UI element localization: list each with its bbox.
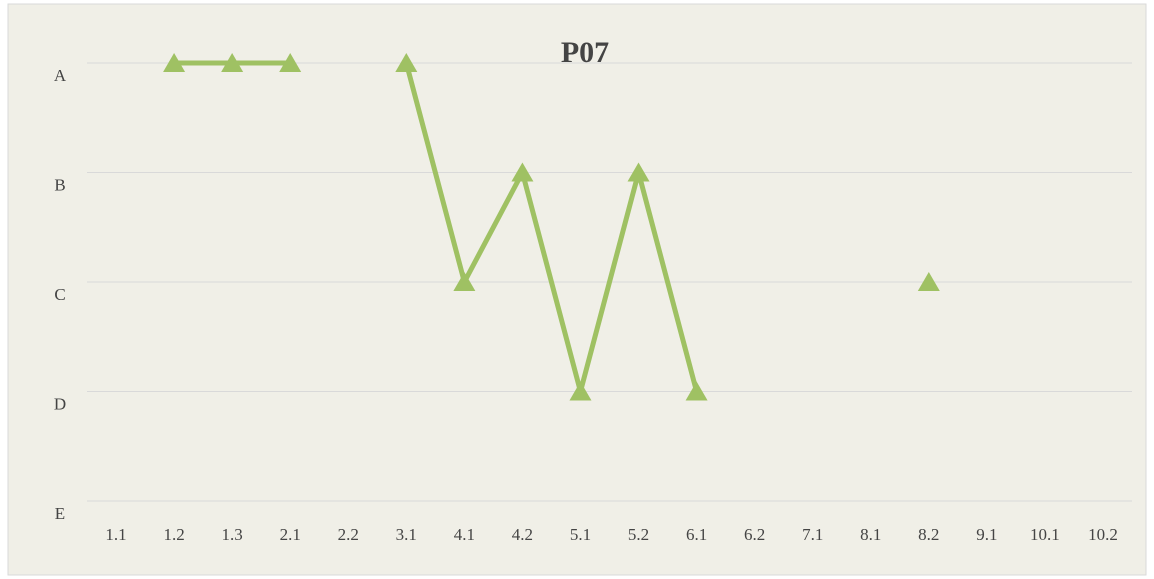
- y-tick-label: B: [54, 175, 65, 194]
- y-tick-label: D: [54, 394, 66, 413]
- x-tick-label: 8.1: [860, 525, 881, 544]
- x-tick-label: 10.1: [1030, 525, 1060, 544]
- y-tick-label: A: [54, 66, 67, 85]
- x-tick-label: 1.1: [105, 525, 126, 544]
- x-tick-label: 2.1: [280, 525, 301, 544]
- x-tick-label: 6.2: [744, 525, 765, 544]
- x-tick-label: 1.3: [222, 525, 243, 544]
- marker: [163, 53, 186, 72]
- x-tick-label: 3.1: [396, 525, 417, 544]
- x-tick-label: 8.2: [918, 525, 939, 544]
- marker: [453, 272, 476, 291]
- x-tick-label: 7.1: [802, 525, 823, 544]
- x-tick-label: 2.2: [338, 525, 359, 544]
- marker: [685, 381, 708, 401]
- x-tick-label: 4.2: [512, 525, 533, 544]
- marker: [627, 162, 650, 182]
- x-tick-label: 1.2: [163, 525, 184, 544]
- x-tick-label: 5.1: [570, 525, 591, 544]
- x-tick-label: 6.1: [686, 525, 707, 544]
- marker: [569, 381, 592, 401]
- x-tick-label: 9.1: [976, 525, 997, 544]
- x-tick-label: 4.1: [454, 525, 475, 544]
- marker: [395, 53, 418, 72]
- marker: [511, 162, 534, 182]
- marker: [221, 53, 244, 72]
- y-tick-label: C: [54, 285, 65, 304]
- chart-background: [7, 3, 1147, 576]
- y-tick-label: E: [55, 504, 65, 523]
- x-tick-label: 10.2: [1088, 525, 1118, 544]
- marker: [917, 272, 940, 291]
- marker: [279, 53, 302, 72]
- chart-title: P07: [561, 36, 609, 69]
- x-tick-label: 5.2: [628, 525, 649, 544]
